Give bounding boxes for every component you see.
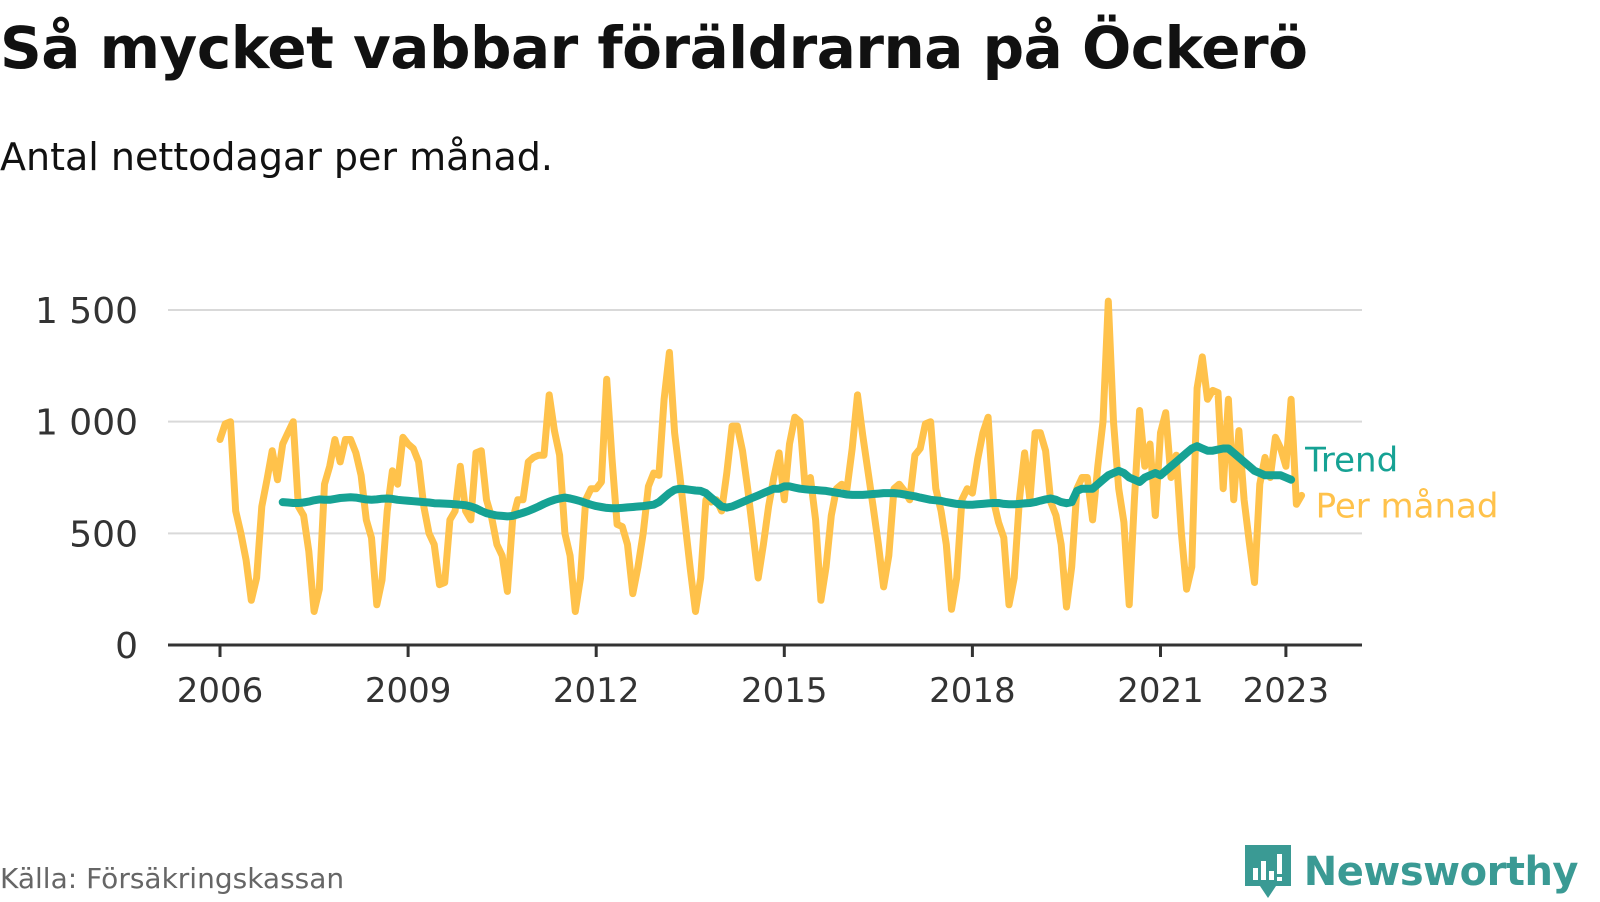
x-axis: 2006 2009 2012 2015 2018 2021 2023	[168, 643, 1362, 711]
y-tick-label: 1 500	[35, 291, 138, 332]
y-tick-label: 500	[69, 514, 138, 555]
x-tick-label: 2023	[1243, 671, 1330, 711]
series-line-trend	[278, 442, 1296, 521]
chart-title: Så mycket vabbar föräldrarna på Öckerö	[0, 14, 1308, 82]
series-line-per-manad	[216, 297, 1306, 615]
x-tick-label: 2015	[741, 671, 828, 711]
source-note: Källa: Försäkringskassan	[0, 862, 345, 895]
y-tick-label: 0	[115, 626, 138, 667]
brand: Newsworthy	[1242, 842, 1579, 902]
x-tick-label: 2021	[1117, 671, 1204, 711]
y-axis-tick-labels: 0 500 1 000 1 500	[35, 291, 138, 667]
series-label-per-manad: Per månad	[1316, 486, 1499, 526]
chart-subtitle: Antal nettodagar per månad.	[0, 135, 554, 179]
x-tick-label: 2006	[177, 671, 264, 711]
x-tick-label: 2018	[929, 671, 1016, 711]
y-tick-label: 1 000	[35, 403, 138, 444]
newsworthy-logo-icon	[1244, 845, 1291, 898]
x-tick-label: 2012	[553, 671, 640, 711]
series-lines	[216, 297, 1306, 615]
brand-name: Newsworthy	[1303, 849, 1579, 895]
series-labels: Per månad Trend	[1304, 441, 1498, 527]
series-label-trend: Trend	[1304, 441, 1398, 481]
x-tick-label: 2009	[365, 671, 452, 711]
